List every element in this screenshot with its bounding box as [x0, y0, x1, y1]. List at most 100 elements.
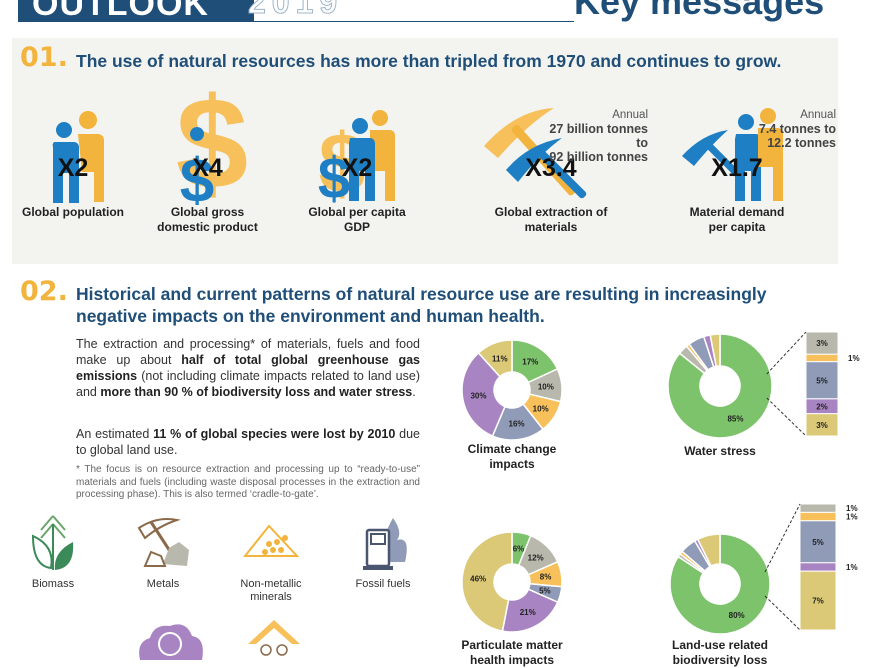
slice-label: 3%: [816, 421, 828, 430]
pie-slice: [669, 533, 771, 635]
paragraph-fragment: An estimated: [76, 427, 154, 441]
header-rule: [240, 21, 574, 22]
slice-label: 8%: [540, 573, 552, 582]
header-outlook: OUTLOOK: [18, 0, 254, 22]
slice-label: 30%: [470, 392, 486, 401]
slice-label: 80%: [729, 611, 745, 620]
pie-slice: [709, 333, 721, 368]
paragraph-fragment: half of total global greenhouse gas emis…: [76, 353, 421, 383]
paragraph-fragment: more than 90 % of biodiversity loss and …: [100, 385, 413, 399]
stat-label: Global per capita GDP: [308, 205, 406, 234]
stat-label: Global gross domestic product: [157, 205, 258, 234]
breakout-segment: [799, 520, 837, 564]
paragraph-fragment: (not including climate impacts related t…: [76, 369, 420, 399]
slice-label: 17%: [522, 357, 538, 366]
stat-label: Material demand per capita: [689, 205, 785, 234]
slice-label: 3%: [816, 339, 828, 348]
paragraph-fragment: 11 % of global species were lost by 2010: [153, 427, 396, 441]
slice-label: 46%: [470, 575, 486, 584]
breakout-connector: [764, 595, 801, 631]
pickaxe-icon: [484, 108, 587, 199]
slice-label: 16%: [509, 420, 525, 429]
chart-title-water-stress: Water stress: [684, 444, 756, 458]
pie-slice: [696, 533, 721, 568]
slice-label: 1%: [846, 513, 858, 522]
slice-label: 11%: [492, 354, 508, 363]
svg-text:$: $: [176, 70, 248, 205]
slice-label: 1%: [848, 354, 860, 363]
section-01-headline: The use of natural resources has more th…: [76, 51, 782, 71]
breakout-segment: [799, 562, 837, 572]
stat-multiplier: X4: [192, 154, 223, 182]
slice-label: 6%: [513, 545, 525, 554]
breakout-segment: [805, 361, 839, 400]
resource-biomass: Biomass: [8, 512, 98, 591]
chart-title-particulate-matter: Particulate matter health impacts: [461, 638, 563, 667]
paragraph-fragment: due to global land use.: [76, 427, 420, 457]
person-pickaxe-icon: [682, 108, 783, 201]
paragraph-species-loss: An estimated 11 % of global species were…: [76, 426, 420, 458]
person-icon: [52, 111, 104, 203]
pie-slice: [477, 339, 513, 378]
breakout-segment: [805, 353, 839, 363]
pie-slice: [461, 351, 506, 438]
breakout-connector: [766, 397, 807, 437]
slice-label: 5%: [816, 376, 828, 385]
stat-global-gdp: $ $ X4 Global gross domestic product: [150, 70, 265, 235]
dollar-icon: $ $: [176, 70, 248, 205]
stat-material-demand: X1.7 Material demand per capita: [672, 100, 802, 235]
slice-label: 7%: [812, 597, 824, 606]
resource-non-metallic-minerals: Non-metallic minerals: [226, 512, 316, 604]
slice-label: 85%: [727, 415, 743, 424]
resource-metals: Metals: [118, 512, 208, 591]
chart-title-climate-change: Climate change impacts: [467, 442, 557, 471]
breakout-segment: [799, 570, 837, 631]
slice-label: 1%: [846, 504, 858, 513]
header-year: 2019: [247, 0, 344, 21]
pie-slice: [667, 333, 773, 439]
stat-global-population: X2 Global population: [18, 100, 128, 220]
breakout-connector: [764, 503, 801, 573]
slice-label: 21%: [520, 608, 536, 617]
footnote: * The focus is on resource extraction an…: [76, 464, 420, 500]
slice-label: 1%: [846, 563, 858, 572]
paragraph-fragment: .: [412, 385, 416, 399]
breakout-segment: [799, 511, 837, 522]
leaf-icon: [31, 515, 74, 570]
minerals-icon: [242, 524, 300, 557]
stat-multiplier: X1.7: [711, 154, 763, 182]
stat-multiplier: X3.4: [525, 154, 577, 182]
resource-fossil-fuels: Fossil fuels: [338, 512, 428, 591]
svg-text:$: $: [180, 147, 214, 205]
slice-label: 5%: [539, 587, 551, 596]
breakout-connector: [766, 331, 807, 375]
chart-title-land-use-biodiversity: Land-use related biodiversity loss: [671, 638, 769, 667]
stat-multiplier: X2: [57, 154, 89, 182]
dollar-person-icon: $ $: [318, 110, 395, 205]
header-key-messages: Key messages: [574, 0, 825, 22]
stat-multiplier: X2: [341, 154, 373, 182]
paragraph-emissions: The extraction and processing* of materi…: [76, 336, 420, 400]
pickaxe-rock-icon: [137, 518, 189, 567]
breakout-segment: [805, 413, 839, 437]
slice-label: 5%: [812, 538, 824, 547]
section-01-number: 01.: [20, 42, 68, 73]
slice-label: 10%: [533, 404, 549, 413]
stat-per-capita-gdp: $ $ X2 Global per capita GDP: [298, 100, 416, 235]
stat-label: Global extraction of materials: [494, 205, 608, 234]
slice-label: 2%: [816, 402, 828, 411]
donut-chart-particulate-matter: 6%12% 8% 5% 21% 46%: [461, 531, 563, 633]
house-people-icon: [248, 620, 300, 656]
fuel-pump-icon: [363, 518, 407, 570]
annual-demand-note: Annual 7.4 tonnes to 12.2 tonnes: [758, 109, 836, 150]
pie-slice: [461, 531, 513, 632]
donut-chart-climate-change: 17% 10% 10% 16% 30% 11%: [461, 339, 563, 441]
paragraph-fragment: The extraction and processing* of materi…: [76, 337, 420, 367]
svg-text:$: $: [318, 146, 350, 205]
donut-chart-land-use-biodiversity: 80%1%1%5%1%7%: [669, 503, 858, 635]
section-02-number: 02.: [20, 276, 68, 307]
annual-extraction-note: Annual 27 billion tonnes to 92 billion t…: [549, 109, 648, 164]
stat-global-extraction: X3.4 Global extraction of materials: [476, 100, 626, 235]
breakout-segment: [799, 503, 837, 513]
section-02-headline: Historical and current patterns of natur…: [76, 284, 767, 326]
